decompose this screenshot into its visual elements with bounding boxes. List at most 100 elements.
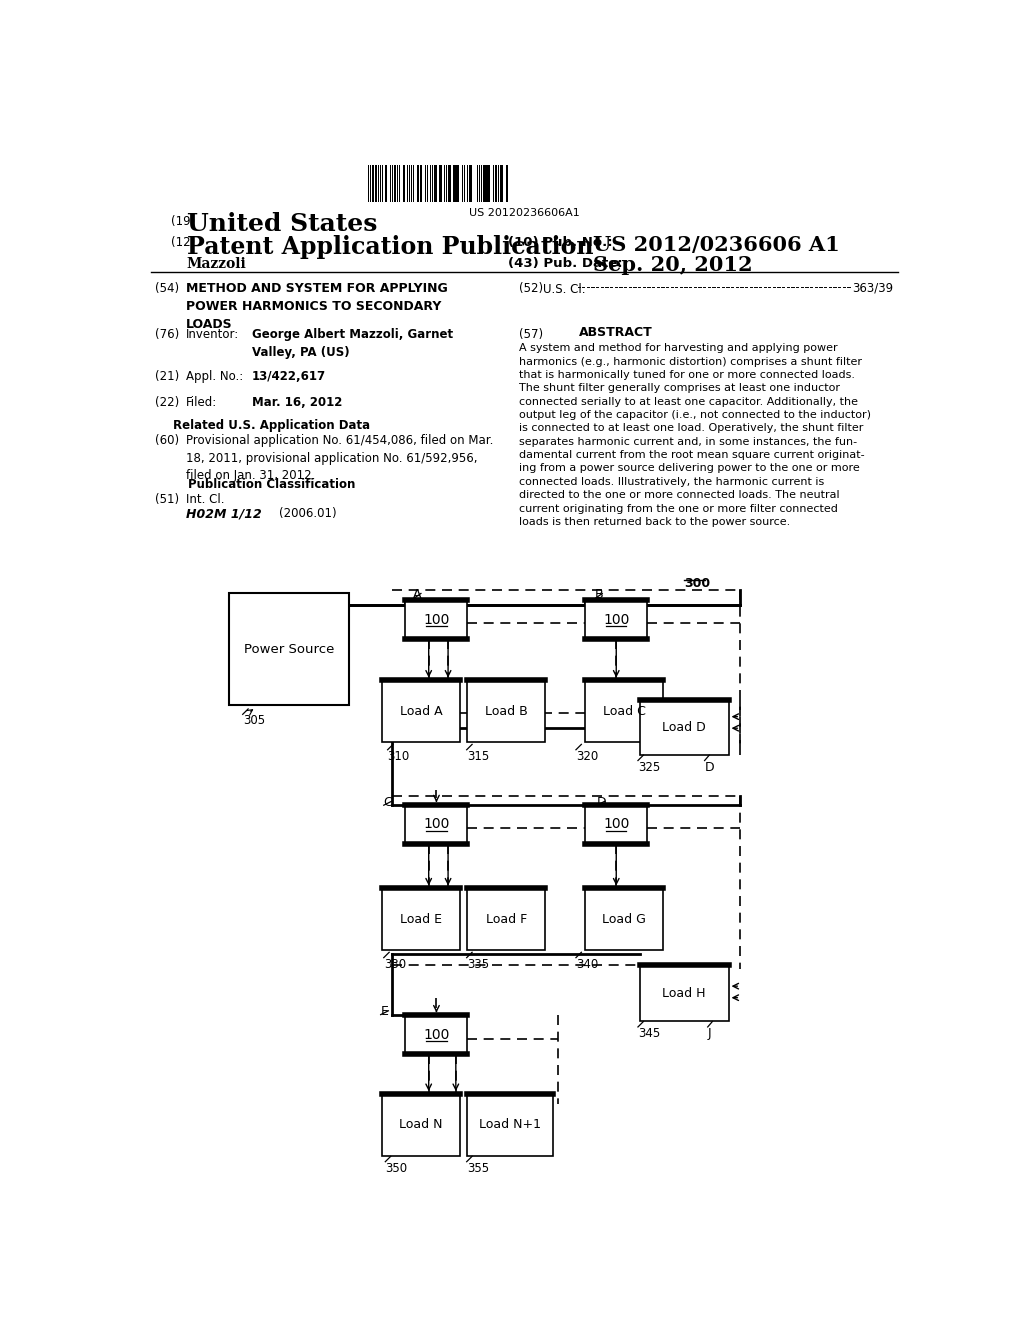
Text: 345: 345 [638,1027,660,1040]
Bar [498,165,500,202]
Text: 13/422,617: 13/422,617 [252,370,326,383]
Bar [485,165,487,202]
Text: Load E: Load E [400,912,442,925]
Bar [445,165,447,202]
Text: J: J [708,1027,712,1040]
Bar [372,165,375,202]
Text: 100: 100 [423,817,450,832]
Text: Load N: Load N [399,1118,442,1131]
Bar [403,165,404,202]
Text: Load G: Load G [602,912,646,925]
Bar [440,165,442,202]
Bar [640,700,729,755]
Bar [455,165,457,202]
Bar [434,165,435,202]
Text: (76): (76) [155,327,179,341]
Text: 330: 330 [384,958,406,970]
Text: 355: 355 [467,1162,488,1175]
Bar [432,165,433,202]
Bar [586,805,647,843]
Bar [406,601,467,639]
Text: (12): (12) [171,236,195,249]
Text: Load D: Load D [663,721,706,734]
Bar [370,165,372,202]
Text: (57): (57) [519,327,544,341]
Text: 100: 100 [603,612,630,627]
Text: US 2012/0236606 A1: US 2012/0236606 A1 [593,235,840,255]
Text: D: D [705,760,714,774]
Bar [406,805,467,843]
Text: Load N+1: Load N+1 [479,1118,541,1131]
Text: (10) Pub. No.:: (10) Pub. No.: [508,236,612,249]
Text: A system and method for harvesting and applying power
harmonics (e.g., harmonic : A system and method for harvesting and a… [519,343,871,527]
Bar [483,165,484,202]
Text: Load B: Load B [484,705,527,718]
Text: Load A: Load A [399,705,442,718]
Text: Appl. No.:: Appl. No.: [186,370,244,383]
Text: 363/39: 363/39 [853,281,894,294]
Text: 310: 310 [388,750,410,763]
Text: United States: United States [187,213,377,236]
Bar [586,888,663,950]
Text: Related U.S. Application Data: Related U.S. Application Data [173,418,370,432]
Text: 100: 100 [423,612,450,627]
Bar [495,165,497,202]
Text: (60): (60) [155,434,179,447]
Text: 325: 325 [638,760,660,774]
Text: (21): (21) [155,370,179,383]
Bar [488,165,489,202]
Text: 340: 340 [575,958,598,970]
Bar [397,165,398,202]
Bar [420,165,422,202]
Text: Load H: Load H [663,986,706,999]
Text: METHOD AND SYSTEM FOR APPLYING
POWER HARMONICS TO SECONDARY
LOADS: METHOD AND SYSTEM FOR APPLYING POWER HAR… [186,281,447,330]
Text: U.S. Cl.: U.S. Cl. [543,284,585,296]
Text: US 20120236606A1: US 20120236606A1 [469,207,581,218]
Bar [467,1094,553,1155]
Text: (19): (19) [171,215,195,227]
Bar [469,165,471,202]
Text: 300: 300 [684,577,711,590]
Text: (22): (22) [155,396,179,409]
Text: 100: 100 [423,1028,450,1041]
Text: Load C: Load C [602,705,645,718]
Text: H02M 1/12: H02M 1/12 [186,507,262,520]
Text: ABSTRACT: ABSTRACT [580,326,653,339]
Text: Publication Classification: Publication Classification [187,478,355,491]
Text: 320: 320 [575,750,598,763]
Text: George Albert Mazzoli, Garnet
Valley, PA (US): George Albert Mazzoli, Garnet Valley, PA… [252,327,454,359]
Bar [394,165,396,202]
Bar [380,165,381,202]
Bar [640,965,729,1020]
Bar [382,888,460,950]
Bar [467,681,545,742]
Text: Filed:: Filed: [186,396,217,409]
Bar [586,681,663,742]
Bar [458,165,459,202]
Text: Sep. 20, 2012: Sep. 20, 2012 [593,256,753,276]
Text: (54): (54) [155,281,179,294]
Bar [449,165,450,202]
Text: C: C [384,796,392,809]
Bar [467,888,545,950]
Bar [406,1015,467,1053]
Text: Power Source: Power Source [244,643,334,656]
Text: (52): (52) [519,281,544,294]
Bar [375,165,377,202]
Text: Mazzoli: Mazzoli [187,257,247,271]
Bar [228,594,349,705]
Text: A: A [414,589,422,601]
Bar [382,1094,460,1155]
Text: 335: 335 [467,958,488,970]
Text: (51): (51) [155,494,179,507]
Bar [477,165,478,202]
Bar [411,165,413,202]
Bar [586,601,647,639]
Text: Patent Application Publication: Patent Application Publication [187,235,593,259]
Text: 350: 350 [385,1162,408,1175]
Text: 315: 315 [467,750,488,763]
Text: B: B [595,589,603,601]
Text: (2006.01): (2006.01) [280,507,337,520]
Bar [385,165,387,202]
Bar [409,165,410,202]
